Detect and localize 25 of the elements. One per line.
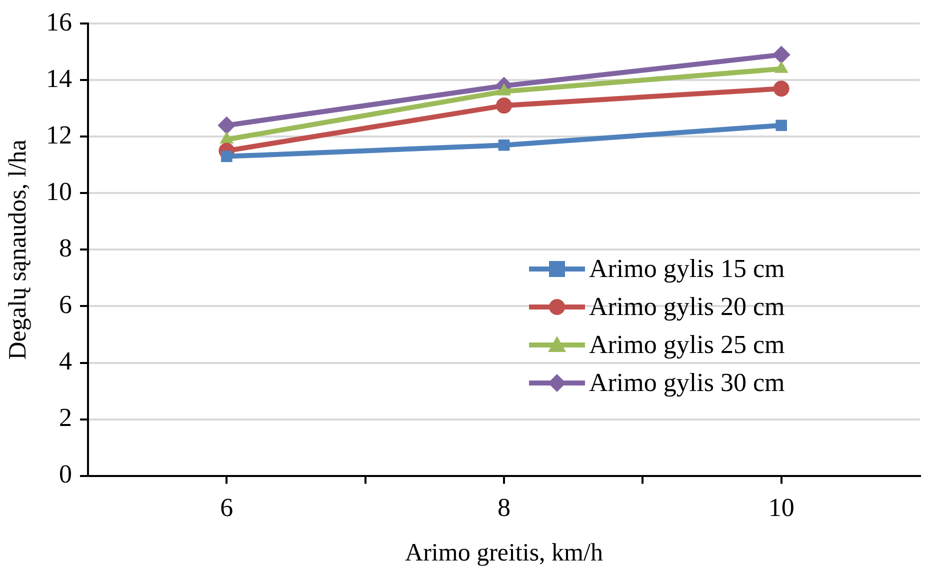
x-tick-label: 6 bbox=[220, 493, 234, 522]
y-tick-label: 10 bbox=[46, 177, 72, 206]
y-tick-label: 8 bbox=[59, 234, 72, 263]
x-tick-label: 8 bbox=[498, 493, 510, 522]
legend-label: Arimo gylis 30 cm bbox=[589, 368, 785, 398]
y-tick-label: 4 bbox=[59, 346, 72, 376]
point bbox=[773, 80, 790, 97]
point bbox=[221, 150, 232, 162]
point bbox=[218, 116, 236, 134]
y-tick-label: 14 bbox=[46, 64, 72, 93]
legend-label: Arimo gylis 20 cm bbox=[589, 292, 785, 322]
legend-label: Arimo gylis 15 cm bbox=[589, 254, 785, 284]
x-axis-title: Arimo greitis, km/h bbox=[405, 540, 604, 567]
y-axis-title: Degalų sąnaudos, l/ha bbox=[4, 140, 32, 360]
point bbox=[498, 139, 510, 151]
y-tick-label: 16 bbox=[46, 7, 72, 36]
y-tick-label: 2 bbox=[59, 403, 72, 432]
legend-label: Arimo gylis 25 cm bbox=[589, 330, 785, 360]
point bbox=[496, 98, 512, 114]
y-tick-label: 12 bbox=[46, 120, 72, 150]
y-tick-label: 0 bbox=[59, 460, 72, 489]
x-tick-label: 10 bbox=[768, 493, 794, 522]
point bbox=[772, 46, 790, 64]
y-tick-label: 6 bbox=[59, 290, 72, 320]
point bbox=[776, 120, 787, 131]
